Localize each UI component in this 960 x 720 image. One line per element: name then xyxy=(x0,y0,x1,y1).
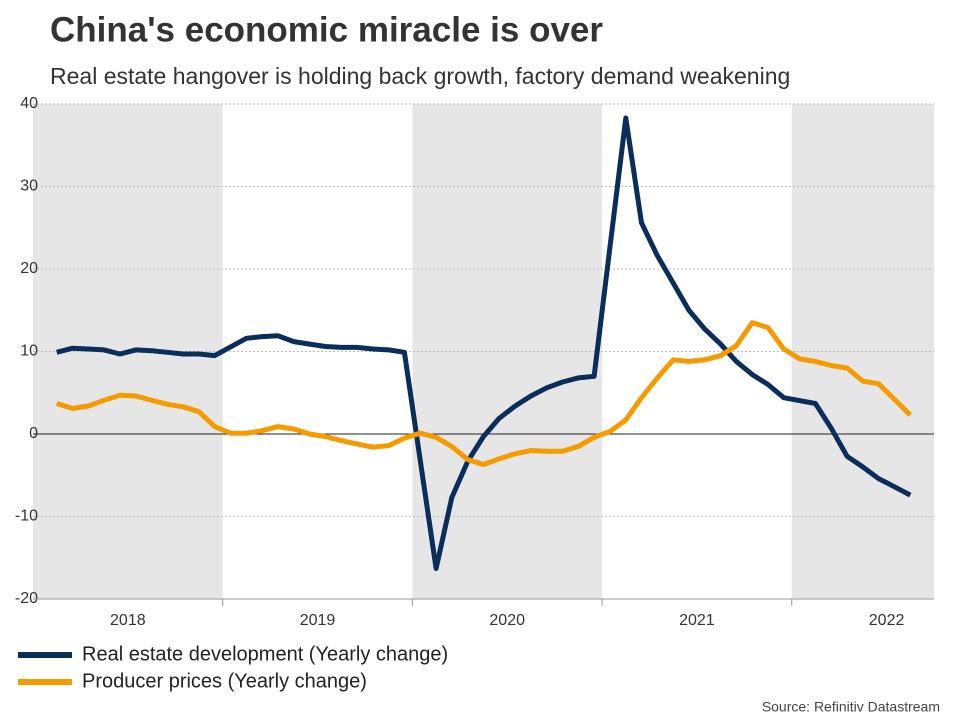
x-tick-label: 2021 xyxy=(679,612,715,629)
legend-label: Real estate development (Yearly change) xyxy=(82,643,448,665)
y-tick-label: -20 xyxy=(15,590,38,607)
legend-label: Producer prices (Yearly change) xyxy=(82,670,367,692)
y-tick-label: 20 xyxy=(20,260,38,277)
x-tick-label: 2020 xyxy=(489,612,525,629)
source: Source: Refinitiv Datastream xyxy=(762,699,940,715)
x-tick-label: 2018 xyxy=(110,612,146,629)
y-tick-label: -10 xyxy=(15,508,38,525)
series-line xyxy=(56,115,912,571)
chart-title: China's economic miracle is over xyxy=(50,10,603,49)
x-tick-label: 2022 xyxy=(869,612,905,629)
chart-subtitle: Real estate hangover is holding back gro… xyxy=(50,63,790,89)
x-tick-label: 2019 xyxy=(300,612,336,629)
y-tick-label: 40 xyxy=(20,95,38,112)
y-tick-label: 30 xyxy=(20,178,38,195)
y-tick-label: 10 xyxy=(20,343,38,360)
series-line xyxy=(55,320,913,467)
